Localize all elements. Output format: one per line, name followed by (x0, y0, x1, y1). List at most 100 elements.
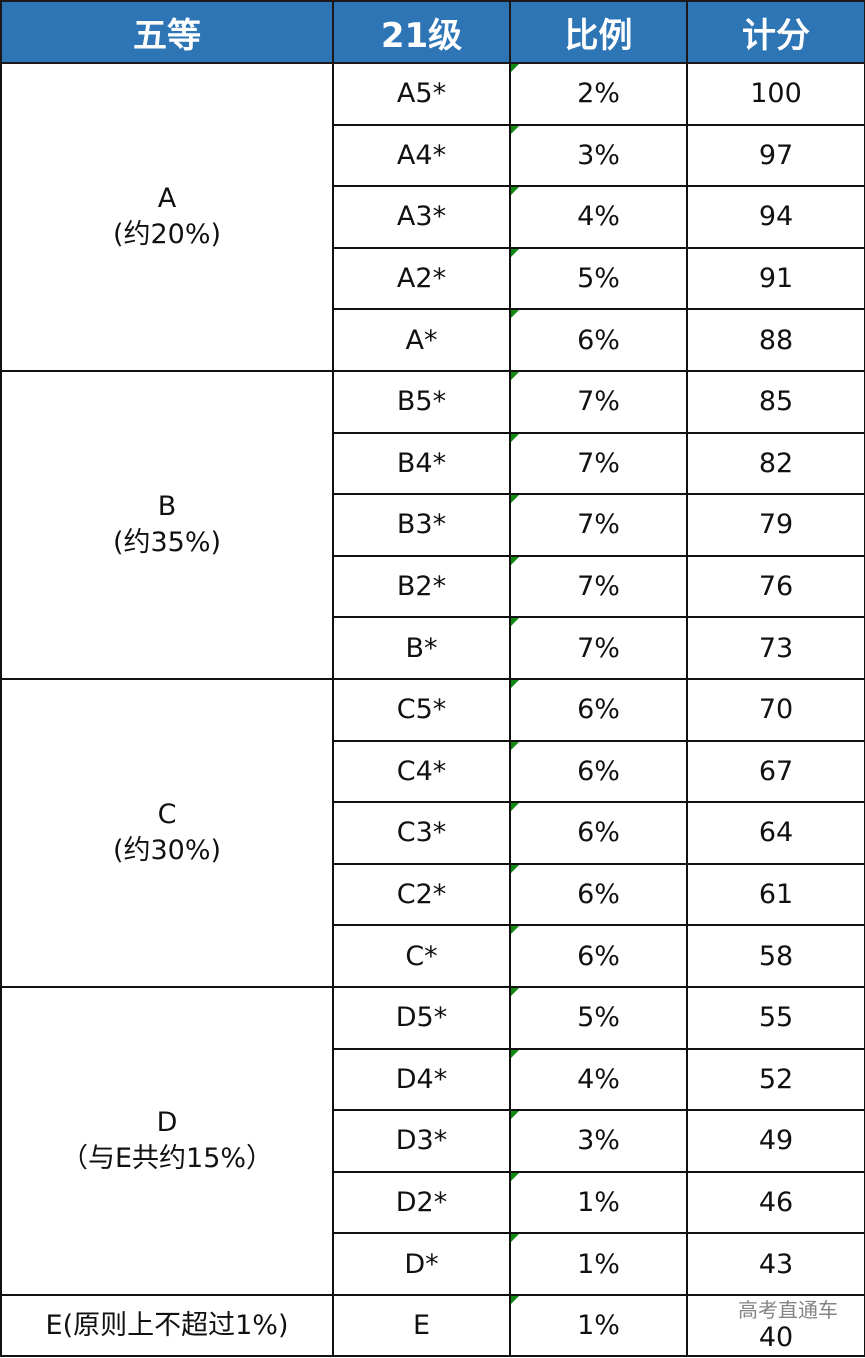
ratio-cell: 7% (509, 493, 688, 557)
grade-group-cell: C (约30%) (0, 677, 334, 988)
score-value: 40 (758, 1321, 794, 1353)
grade-group-cell: D （与E共约15%） (0, 985, 334, 1296)
table-row: C* 6% 58 (1, 924, 865, 988)
level-cell: A2* (332, 246, 511, 311)
level-cell: B4* (332, 431, 511, 496)
header-21-levels: 21级 (332, 0, 511, 64)
ratio-cell: 7% (509, 616, 688, 680)
ratio-cell: 5% (509, 246, 688, 311)
grade-group-label: A (157, 182, 177, 214)
table-row: D3* 3% 49 (1, 1109, 865, 1173)
header-five-levels: 五等 (0, 0, 334, 64)
ratio-cell: 6% (509, 924, 688, 988)
table-row: D （与E共约15%） D5* 5% 55 (0, 985, 865, 1296)
score-cell: 高考直通车 40 (686, 1293, 865, 1358)
grade-group-note: (约20%) (112, 218, 222, 250)
level-cell: C2* (332, 862, 511, 927)
score-cell: 55 (686, 985, 865, 1050)
score-cell: 67 (686, 739, 865, 804)
level-cell: C3* (332, 801, 511, 865)
level-cell: E (332, 1293, 511, 1358)
ratio-cell: 1% (509, 1232, 688, 1296)
table-row: A3* 4% 94 (1, 185, 865, 249)
table-row: C2* 6% 61 (1, 862, 865, 927)
table-row: C (约30%) C5* 6% 70 (0, 677, 865, 988)
level-cell: A5* (332, 62, 511, 126)
ratio-cell: 2% (509, 62, 688, 126)
level-cell: B* (332, 616, 511, 680)
score-cell: 49 (686, 1109, 865, 1173)
watermark: 高考直通车 (738, 1297, 838, 1322)
table-row: C4* 6% 67 (1, 739, 865, 804)
level-cell: D3* (332, 1109, 511, 1173)
level-cell: C4* (332, 739, 511, 804)
grade-group-note: (约35%) (112, 526, 222, 558)
table-row: B (约35%) B5* 7% 85 (0, 369, 865, 680)
level-cell: D2* (332, 1170, 511, 1235)
table-row: B3* 7% 79 (1, 493, 865, 557)
level-cell: D4* (332, 1047, 511, 1112)
ratio-cell: 7% (509, 554, 688, 619)
ratio-cell: 1% (509, 1293, 688, 1358)
score-cell: 94 (686, 185, 865, 249)
table-row: B4* 7% 82 (1, 431, 865, 496)
score-cell: 70 (686, 677, 865, 742)
level-cell: A4* (332, 123, 511, 188)
level-cell: B2* (332, 554, 511, 619)
ratio-cell: 6% (509, 677, 688, 742)
table-row: E(原则上不超过1%) E 1% 高考直通车 40 (0, 1293, 865, 1358)
grade-group-label: E(原则上不超过1%) (45, 1309, 289, 1341)
score-cell: 85 (686, 369, 865, 434)
ratio-cell: 6% (509, 308, 688, 372)
ratio-cell: 4% (509, 185, 688, 249)
table-row: A2* 5% 91 (1, 246, 865, 311)
score-cell: 52 (686, 1047, 865, 1112)
level-cell: D5* (332, 985, 511, 1050)
grade-group-label: D (156, 1106, 178, 1138)
grade-group-cell: B (约35%) (0, 369, 334, 680)
table-row: D4* 4% 52 (1, 1047, 865, 1112)
grade-group-label: B (157, 490, 177, 522)
ratio-cell: 6% (509, 801, 688, 865)
score-cell: 46 (686, 1170, 865, 1235)
level-cell: D* (332, 1232, 511, 1296)
table-row: A* 6% 88 (1, 308, 865, 372)
ratio-cell: 7% (509, 431, 688, 496)
grade-group-label: C (157, 798, 177, 830)
grade-group-note: （与E共约15%） (60, 1142, 274, 1174)
ratio-cell: 7% (509, 369, 688, 434)
level-cell: C* (332, 924, 511, 988)
ratio-cell: 3% (509, 123, 688, 188)
score-cell: 79 (686, 493, 865, 557)
table-row: B* 7% 73 (1, 616, 865, 680)
level-cell: A3* (332, 185, 511, 249)
table-row: C3* 6% 64 (1, 801, 865, 865)
header-score: 计分 (686, 0, 865, 64)
score-cell: 61 (686, 862, 865, 927)
score-cell: 97 (686, 123, 865, 188)
level-cell: A* (332, 308, 511, 372)
ratio-cell: 1% (509, 1170, 688, 1235)
table-row: D* 1% 43 (1, 1232, 865, 1296)
ratio-cell: 6% (509, 862, 688, 927)
score-cell: 64 (686, 801, 865, 865)
score-cell: 58 (686, 924, 865, 988)
header-row: 五等 21级 比例 计分 (0, 0, 865, 64)
score-cell: 100 (686, 62, 865, 126)
table-row: A (约20%) A5* 2% 100 (0, 62, 865, 372)
score-cell: 82 (686, 431, 865, 496)
score-cell: 76 (686, 554, 865, 619)
ratio-cell: 5% (509, 985, 688, 1050)
table-row: B2* 7% 76 (1, 554, 865, 619)
score-cell: 88 (686, 308, 865, 372)
header-ratio: 比例 (509, 0, 688, 64)
score-cell: 43 (686, 1232, 865, 1296)
ratio-cell: 6% (509, 739, 688, 804)
grade-group-cell: E(原则上不超过1%) (0, 1293, 334, 1358)
level-cell: B3* (332, 493, 511, 557)
score-cell: 91 (686, 246, 865, 311)
table-row: A4* 3% 97 (1, 123, 865, 188)
score-cell: 73 (686, 616, 865, 680)
ratio-cell: 4% (509, 1047, 688, 1112)
